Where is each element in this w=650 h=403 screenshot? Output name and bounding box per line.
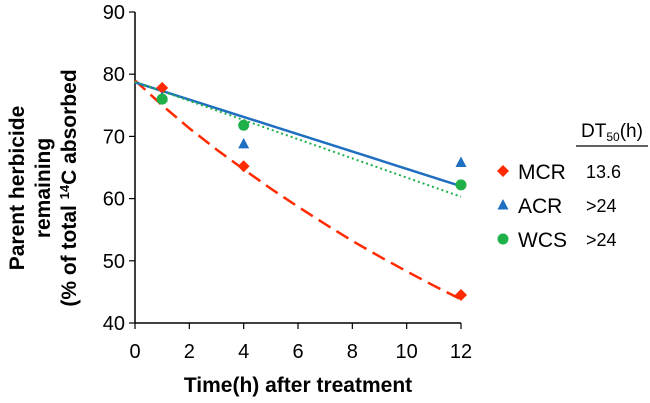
legend: DT50(h) MCR 13.6 ACR >24 WCS >24 bbox=[497, 121, 648, 252]
mcr-data-point bbox=[237, 160, 250, 173]
y-tick-label: 80 bbox=[103, 64, 125, 86]
y-axis-title-line-1: Parent herbicide bbox=[6, 106, 29, 271]
mcr-data-point bbox=[156, 81, 169, 94]
acr-legend-label: ACR bbox=[518, 195, 562, 218]
acr-dt50-value: >24 bbox=[586, 196, 617, 216]
x-tick-label: 12 bbox=[450, 341, 472, 363]
wcs-fit-line bbox=[134, 80, 462, 198]
x-axis-ticks: 0 2 4 6 8 10 12 bbox=[129, 323, 472, 363]
wcs-data-point bbox=[238, 119, 250, 131]
dt50-header-main: DT bbox=[581, 121, 607, 142]
acr-fit-line bbox=[134, 81, 462, 188]
wcs-legend-marker bbox=[497, 233, 509, 245]
y-axis-title: Parent herbicide remaining (% of total 1… bbox=[6, 69, 81, 306]
y-axis-title-line-2: remaining bbox=[32, 138, 55, 238]
y-tick-label: 90 bbox=[103, 2, 125, 24]
x-tick-label: 10 bbox=[396, 341, 418, 363]
wcs-dt50-value: >24 bbox=[586, 230, 617, 250]
mcr-data-point bbox=[455, 289, 467, 302]
x-tick-label: 4 bbox=[238, 341, 249, 363]
y-axis-ticks: 40 50 60 70 80 90 bbox=[103, 2, 135, 335]
y-axis-title-suffix: C absorbed bbox=[58, 69, 81, 185]
acr-data-point bbox=[455, 156, 467, 168]
y-tick-label: 60 bbox=[103, 189, 125, 211]
mcr-legend-label: MCR bbox=[518, 161, 566, 184]
wcs-data-point bbox=[455, 179, 467, 191]
dt50-header-sub: 50 bbox=[606, 130, 620, 144]
x-axis-title: Time(h) after treatment bbox=[184, 374, 412, 397]
wcs-legend-label: WCS bbox=[518, 229, 567, 252]
y-tick-label: 50 bbox=[103, 251, 125, 273]
acr-data-point bbox=[238, 137, 250, 149]
wcs-data-point bbox=[156, 93, 168, 105]
y-axis-title-line-3: (% of total 14C absorbed bbox=[57, 69, 81, 306]
y-axis-title-prefix: (% of total bbox=[58, 199, 81, 306]
mcr-legend-marker bbox=[497, 165, 509, 177]
y-axis-title-superscript: 14 bbox=[57, 184, 72, 199]
y-tick-label: 70 bbox=[103, 126, 125, 148]
x-tick-label: 2 bbox=[184, 341, 195, 363]
y-tick-label: 40 bbox=[103, 313, 125, 335]
dt50-header-suffix: (h) bbox=[620, 121, 643, 142]
mcr-dt50-value: 13.6 bbox=[586, 162, 621, 182]
x-tick-label: 6 bbox=[292, 341, 303, 363]
acr-legend-marker bbox=[497, 199, 509, 210]
fit-lines bbox=[134, 79, 462, 301]
data-points bbox=[156, 81, 467, 302]
x-tick-label: 8 bbox=[347, 341, 358, 363]
mcr-fit-line bbox=[134, 79, 462, 301]
x-tick-label: 0 bbox=[129, 341, 140, 363]
dt50-header: DT50(h) bbox=[581, 121, 643, 144]
